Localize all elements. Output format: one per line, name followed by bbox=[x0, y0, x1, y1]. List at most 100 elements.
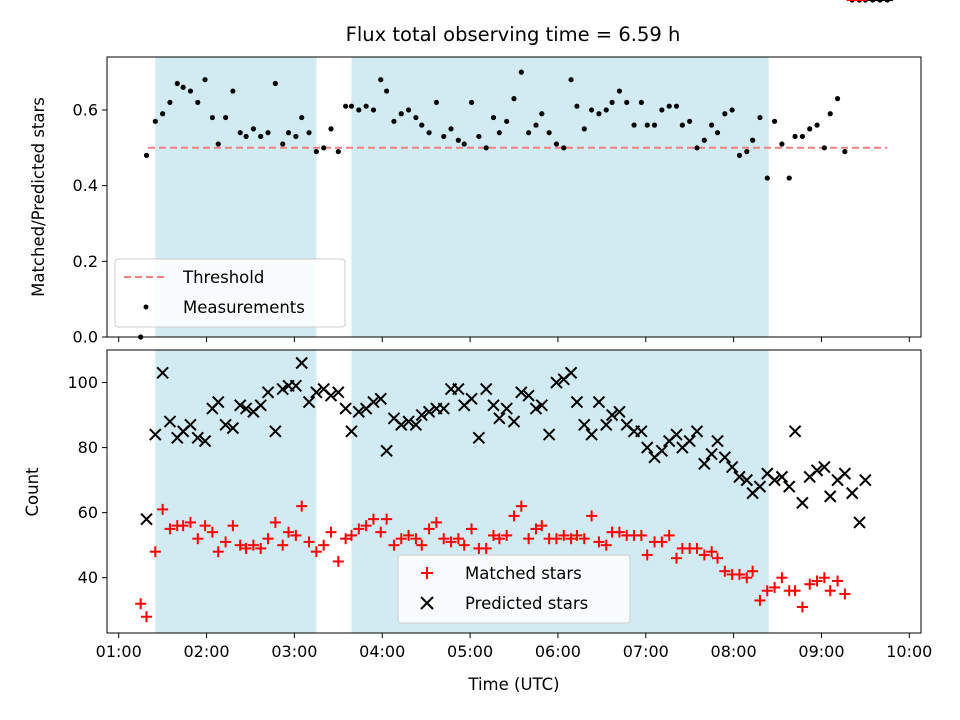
measurement-point bbox=[679, 122, 685, 128]
measurement-point bbox=[807, 126, 813, 132]
matched-point bbox=[508, 510, 520, 522]
predicted-point bbox=[564, 366, 578, 379]
shaded-interval-top-1 bbox=[351, 57, 769, 337]
xtick-label: 04:00 bbox=[359, 642, 405, 661]
matched-point bbox=[296, 500, 308, 512]
xtick-label: 03:00 bbox=[271, 642, 317, 661]
measurement-point bbox=[398, 111, 404, 117]
predicted-point bbox=[600, 418, 613, 432]
predicted-point bbox=[163, 415, 177, 428]
measurement-point bbox=[644, 122, 650, 128]
measurement-point bbox=[356, 107, 362, 113]
matched-point bbox=[227, 520, 239, 532]
matched-point bbox=[438, 533, 450, 545]
predicted-point bbox=[535, 399, 549, 412]
measurement-point bbox=[433, 99, 440, 106]
measurement-point bbox=[561, 145, 567, 151]
bottom-ytick-label: 100 bbox=[67, 373, 98, 392]
measurement-point bbox=[299, 114, 305, 121]
matched-point bbox=[367, 513, 379, 525]
measurement-point bbox=[468, 99, 475, 106]
measurement-point bbox=[348, 103, 355, 109]
count-points bbox=[135, 0, 893, 623]
predicted-point bbox=[670, 428, 683, 441]
matched-point bbox=[824, 585, 836, 597]
predicted-point bbox=[409, 418, 423, 432]
matched-point bbox=[565, 533, 577, 545]
matched-point bbox=[325, 526, 337, 538]
measurement-point bbox=[546, 130, 552, 136]
measurement-point bbox=[258, 133, 264, 140]
measurement-point bbox=[821, 145, 827, 151]
measurement-point bbox=[603, 107, 609, 113]
top-y-axis-label: Matched/Predicted stars bbox=[29, 97, 48, 297]
measurement-point bbox=[526, 130, 532, 136]
matched-point bbox=[769, 581, 781, 593]
measurement-point bbox=[842, 148, 848, 155]
matched-point bbox=[586, 510, 598, 522]
predicted-point bbox=[219, 418, 232, 432]
top-legend: Threshold Measurements bbox=[114, 258, 346, 328]
matched-point bbox=[157, 503, 169, 515]
measurement-point bbox=[370, 107, 377, 113]
predicted-point bbox=[140, 512, 153, 526]
matched-point bbox=[452, 533, 464, 545]
matched-point bbox=[149, 546, 161, 558]
measurement-point bbox=[237, 130, 243, 136]
matched-point bbox=[523, 533, 535, 545]
matched-point bbox=[558, 529, 570, 541]
predicted-point bbox=[711, 434, 724, 448]
predicted-point bbox=[522, 389, 535, 402]
matched-point bbox=[641, 549, 653, 561]
predicted-point bbox=[212, 395, 225, 409]
bottom-x-ticks: 01:00 02:00 03:00 04:00 05:00 06:00 07:00 08:00… bbox=[96, 633, 932, 661]
measurement-point bbox=[744, 148, 750, 155]
matched-point bbox=[212, 546, 224, 558]
top-plot-frame bbox=[106, 56, 922, 338]
matched-point bbox=[395, 533, 407, 545]
measurement-point bbox=[757, 114, 763, 121]
predicted-point bbox=[295, 356, 308, 370]
matched-point bbox=[501, 529, 513, 541]
predicted-point bbox=[529, 402, 543, 415]
bottom-plot-frame bbox=[106, 349, 922, 634]
predicted-point bbox=[367, 395, 380, 409]
measurement-point bbox=[496, 130, 502, 136]
measurement-point bbox=[694, 145, 700, 151]
predicted-point bbox=[796, 496, 809, 510]
predicted-point bbox=[487, 399, 500, 412]
measurement-point bbox=[152, 118, 158, 124]
predicted-point bbox=[859, 473, 872, 487]
matched-point bbox=[458, 539, 470, 551]
measurement-point bbox=[588, 107, 595, 113]
matched-point bbox=[698, 549, 710, 561]
matched-point bbox=[283, 526, 295, 538]
measurement-point bbox=[343, 103, 349, 109]
matched-point bbox=[656, 536, 668, 548]
measurement-points bbox=[138, 0, 890, 340]
matched-point bbox=[761, 585, 773, 597]
measurement-point bbox=[799, 133, 806, 140]
predicted-point bbox=[276, 382, 289, 396]
matched-point bbox=[206, 526, 218, 538]
predicted-point bbox=[500, 402, 513, 415]
predicted-point bbox=[810, 464, 824, 477]
measurement-point bbox=[827, 111, 833, 117]
predicted-point bbox=[415, 408, 428, 422]
predicted-point bbox=[437, 402, 450, 415]
measurement-point bbox=[714, 130, 721, 136]
measurement-point bbox=[771, 118, 778, 124]
predicted-point bbox=[635, 425, 648, 438]
measurement-point bbox=[413, 114, 419, 121]
measurement-point bbox=[222, 114, 229, 121]
predicted-point bbox=[542, 428, 556, 441]
predicted-point bbox=[452, 382, 465, 396]
matched-point bbox=[536, 520, 548, 532]
xtick-label: 06:00 bbox=[535, 642, 581, 661]
matched-point bbox=[488, 529, 500, 541]
predicted-point bbox=[422, 405, 436, 419]
bottom-legend: Matched stars Predicted stars bbox=[397, 554, 631, 624]
matched-point bbox=[706, 546, 718, 558]
matched-point bbox=[240, 542, 252, 554]
